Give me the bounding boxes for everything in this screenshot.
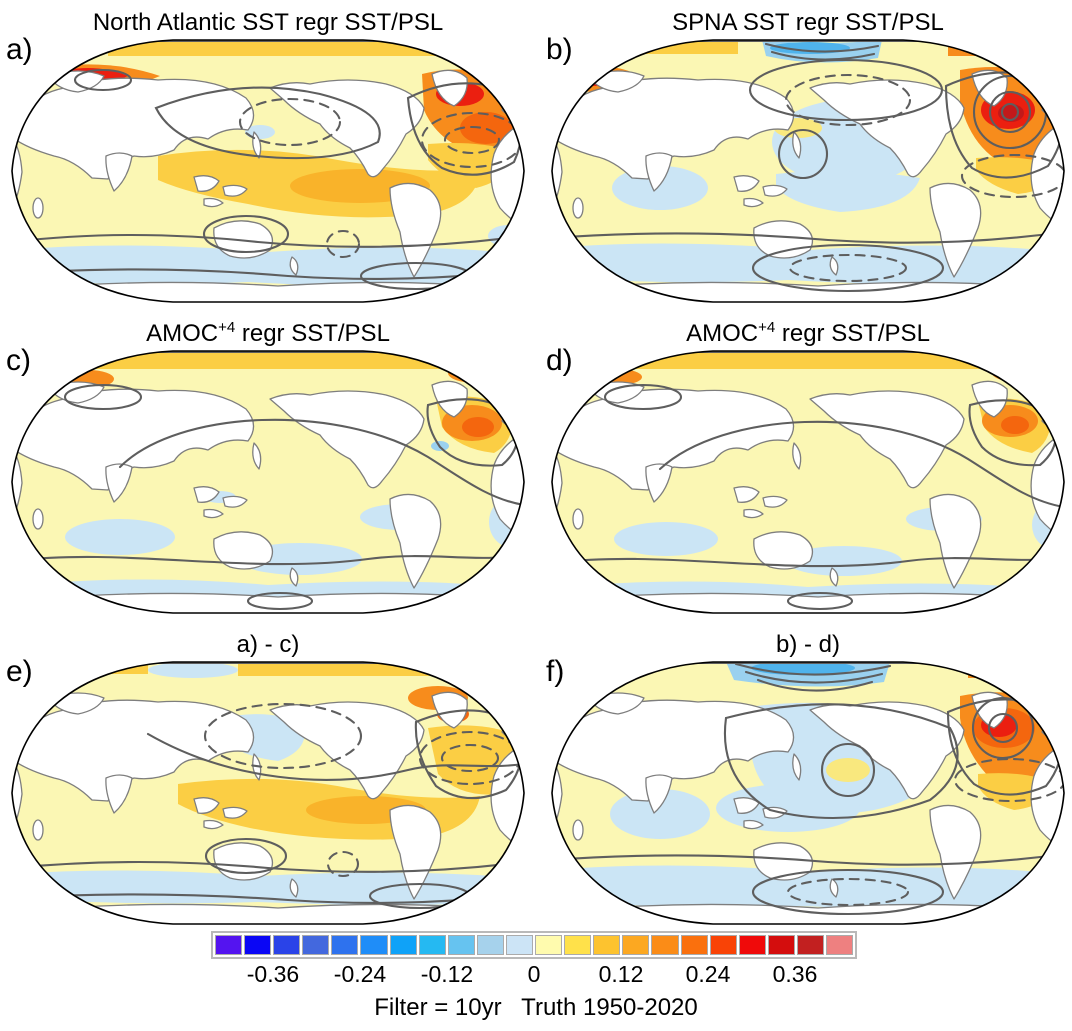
colorbar-cell-3: [302, 935, 330, 955]
panel-b-title: SPNA SST regr SST/PSL: [544, 2, 1072, 38]
panel-c-label: c): [6, 344, 31, 377]
map-outline: [551, 39, 1065, 303]
colorbar-cells: [211, 931, 857, 959]
world-map-svg-a: [11, 39, 525, 303]
colorbar-cell-9: [476, 935, 504, 955]
colorbar-tick-3: 0: [527, 961, 541, 987]
map-a: [8, 36, 528, 306]
panel-c-title-sup: +4: [218, 319, 236, 336]
panel-e: a) - c) e): [4, 624, 532, 932]
panel-d-title: AMOC+4 regr SST/PSL: [544, 313, 1072, 349]
panel-d-title-sup: +4: [758, 319, 776, 336]
panel-a: North Atlantic SST regr SST/PSL a): [4, 2, 532, 310]
map-outline: [11, 39, 525, 303]
colorbar-cell-20: [796, 935, 824, 955]
colorbar-cell-2: [273, 935, 301, 955]
colorbar-tick-4: 0.12: [598, 961, 644, 987]
panel-c: AMOC+4 regr SST/PSL c): [4, 313, 532, 621]
map-c: [8, 347, 528, 617]
colorbar-cell-12: [564, 935, 592, 955]
panel-d: AMOC+4 regr SST/PSL d): [544, 313, 1072, 621]
colorbar: -0.36 -0.24 -0.12 0 0.12 0.24 0.36: [211, 931, 857, 991]
panel-d-title-suffix: regr SST/PSL: [775, 320, 930, 347]
map-b: [548, 36, 1068, 306]
panel-f-label: f): [546, 655, 565, 688]
colorbar-tick-0: -0.36: [246, 961, 300, 987]
colorbar-tick-5: 0.24: [685, 961, 731, 987]
panel-e-title: a) - c): [4, 624, 532, 660]
map-outline: [551, 350, 1065, 614]
colorbar-ticks: -0.36 -0.24 -0.12 0 0.12 0.24 0.36: [211, 961, 857, 991]
colorbar-cell-13: [593, 935, 621, 955]
colorbar-cell-21: [825, 935, 854, 955]
colorbar-cell-10: [505, 935, 534, 955]
panel-d-title-text: AMOC: [686, 320, 759, 347]
map-f: [548, 658, 1068, 928]
colorbar-cell-4: [331, 935, 359, 955]
colorbar-cell-5: [360, 935, 388, 955]
panel-b-label: b): [546, 33, 573, 66]
colorbar-tick-2: -0.12: [420, 961, 474, 987]
world-map-svg-f: [551, 661, 1065, 925]
colorbar-cell-15: [651, 935, 679, 955]
panel-b-title-text: SPNA SST regr SST/PSL: [672, 9, 944, 36]
panel-e-title-text: a) - c): [236, 631, 300, 658]
world-map-svg-b: [551, 39, 1065, 303]
colorbar-cell-6: [389, 935, 417, 955]
panel-f-title: b) - d): [544, 624, 1072, 660]
panel-b: SPNA SST regr SST/PSL b): [544, 2, 1072, 310]
panel-e-label: e): [6, 655, 33, 688]
panel-a-title-text: North Atlantic SST regr SST/PSL: [92, 9, 444, 36]
colorbar-cell-0: [215, 935, 243, 955]
colorbar-cell-16: [680, 935, 708, 955]
colorbar-cell-19: [767, 935, 795, 955]
colorbar-cell-8: [447, 935, 475, 955]
world-map-svg-c: [11, 350, 525, 614]
map-outline: [11, 350, 525, 614]
world-map-svg-e: [11, 661, 525, 925]
map-d: [548, 347, 1068, 617]
panel-f-title-text: b) - d): [775, 631, 840, 658]
panel-c-title-suffix: regr SST/PSL: [235, 320, 390, 347]
panel-a-label: a): [6, 33, 33, 66]
colorbar-cell-18: [738, 935, 766, 955]
colorbar-cell-17: [709, 935, 737, 955]
colorbar-cell-1: [244, 935, 272, 955]
panel-c-title-text: AMOC: [146, 320, 219, 347]
map-e: [8, 658, 528, 928]
figure-caption: Filter = 10yr Truth 1950-2020: [374, 994, 698, 1021]
map-outline: [11, 661, 525, 925]
colorbar-tick-6: 0.36: [772, 961, 818, 987]
colorbar-cell-14: [622, 935, 650, 955]
colorbar-cell-11: [535, 935, 563, 955]
panel-c-title: AMOC+4 regr SST/PSL: [4, 313, 532, 349]
world-map-svg-d: [551, 350, 1065, 614]
panel-d-label: d): [546, 344, 573, 377]
colorbar-tick-1: -0.24: [333, 961, 387, 987]
psl-contours: [12, 40, 524, 291]
colorbar-cell-7: [418, 935, 446, 955]
map-outline: [551, 661, 1065, 925]
panel-f: b) - d) f): [544, 624, 1072, 932]
panel-a-title: North Atlantic SST regr SST/PSL: [4, 2, 532, 38]
